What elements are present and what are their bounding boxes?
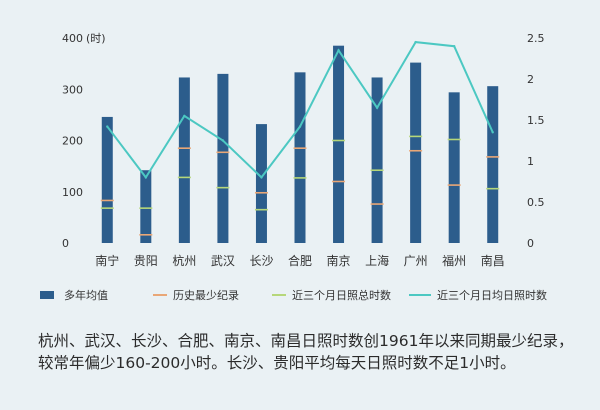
- y-right-tick-label: 2: [527, 73, 534, 86]
- x-tick-label: 广州: [404, 254, 428, 268]
- legend-label: 多年均值: [64, 288, 108, 302]
- line-point: [491, 131, 494, 134]
- y-left-tick-label: 300: [62, 83, 83, 96]
- y-right-tick-label: 0: [527, 237, 534, 250]
- legend-label: 近三个月日照总时数: [292, 288, 391, 302]
- x-tick-label: 武汉: [211, 254, 235, 268]
- x-tick-label: 长沙: [249, 254, 273, 268]
- line-point: [221, 139, 225, 142]
- bar: [410, 62, 422, 243]
- bar: [487, 86, 499, 243]
- y-left-unit-label: (时): [86, 32, 106, 45]
- line-point: [337, 49, 340, 52]
- caption-text: 杭州、武汉、长沙、合肥、南京、南昌日照时数创1961年以来同期最少纪录，较常年偏…: [38, 332, 574, 372]
- x-tick-label: 南京: [327, 253, 351, 268]
- y-left-tick-label: 100: [62, 186, 83, 199]
- line-point: [414, 40, 417, 44]
- bar: [333, 45, 345, 243]
- y-right-tick-label: 0.5: [527, 196, 545, 209]
- bar: [140, 170, 152, 243]
- bar: [448, 92, 460, 243]
- y-left-tick-label: 400: [62, 32, 83, 45]
- bar: [178, 77, 190, 244]
- x-tick-label: 合肥: [288, 253, 312, 268]
- bar: [371, 77, 383, 244]
- line-point: [144, 176, 148, 179]
- y-left-tick-label: 0: [62, 237, 69, 250]
- legend-swatch-bar: [40, 291, 54, 299]
- line-point: [452, 45, 456, 48]
- y-right-tick-label: 1: [527, 155, 534, 168]
- bar: [255, 124, 267, 243]
- x-tick-label: 南宁: [95, 253, 119, 268]
- legend-label: 近三个月日均日照时数: [437, 289, 547, 302]
- line-point: [183, 114, 186, 118]
- x-tick-label: 上海: [365, 253, 389, 268]
- legend-label: 历史最少纪录: [173, 289, 239, 302]
- y-right-tick-label: 1.5: [527, 114, 545, 127]
- x-tick-label: 福州: [442, 253, 466, 268]
- line-point: [375, 106, 379, 109]
- line-point: [298, 125, 302, 128]
- bar: [217, 73, 229, 243]
- bar: [101, 116, 113, 243]
- x-tick-label: 杭州: [172, 253, 196, 268]
- x-tick-label: 贵阳: [134, 254, 158, 268]
- bar: [294, 72, 306, 244]
- line-point: [106, 125, 109, 128]
- line-point: [260, 176, 263, 179]
- y-left-tick-label: 200: [62, 135, 83, 148]
- y-right-tick-label: 2.5: [527, 32, 545, 45]
- x-tick-label: 南昌: [481, 253, 505, 268]
